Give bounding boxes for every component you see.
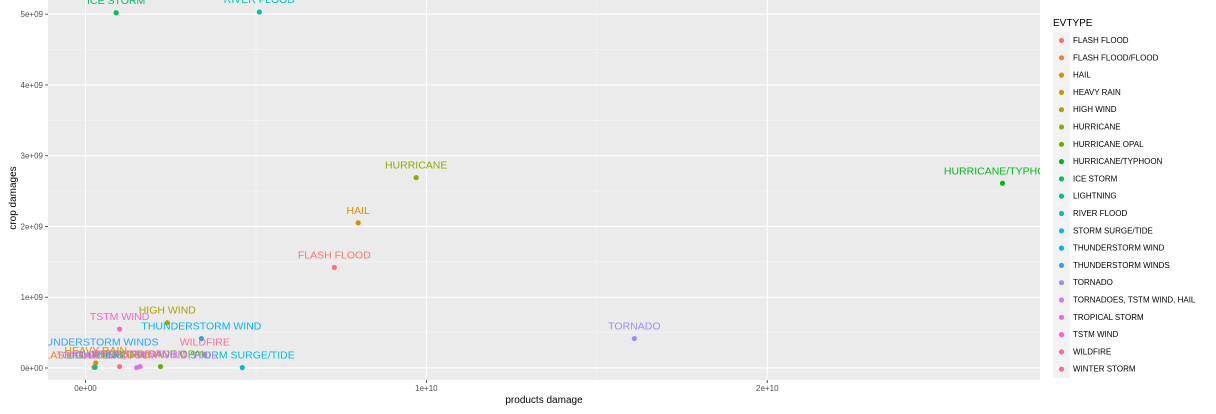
data-point [92, 351, 98, 358]
legend-marker [1058, 176, 1065, 182]
x-axis-title: products damage [505, 395, 583, 406]
legend-label: STORM SURGE/TIDE [1073, 226, 1153, 235]
data-point [256, 9, 262, 15]
y-tick-label: 1e+09 [21, 293, 44, 302]
legend-label: HAIL [1073, 71, 1091, 80]
data-point [355, 220, 361, 226]
data-point [93, 360, 99, 366]
point-labels: ICE STORM RIVER FLOOD HURRICANE HAIL FLASH F… [32, 0, 1061, 362]
legend-label: HURRICANE/TYPHOON [1073, 157, 1163, 166]
legend-label: RIVER FLOOD [1073, 209, 1127, 218]
legend-label: THUNDERSTORM WIND [1073, 244, 1165, 253]
x-tick-label: 2e+10 [756, 384, 779, 393]
legend-label: HIGH WIND [1073, 105, 1117, 114]
data-point [631, 336, 637, 342]
legend: EVTYPE FLASH FLOOD FLASH FLOOD/FLOOD HAIL H… [1053, 18, 1196, 378]
y-tick-label: 0e+00 [21, 364, 44, 373]
data-point [239, 365, 245, 371]
legend-label: HURRICANE OPAL [1073, 140, 1144, 149]
legend-marker [1058, 262, 1065, 268]
point-label: TORNADOES, TSTM WIND, HAIL [56, 350, 217, 362]
point-label: THUNDERSTORM WIND [141, 321, 261, 333]
point-label: THUNDERSTORM WINDS [32, 337, 159, 349]
legend-marker [1058, 72, 1065, 78]
point-label: RIVER FLOOD [224, 0, 296, 6]
point-label: HIGH WIND [139, 305, 197, 317]
legend-label: HEAVY RAIN [1073, 88, 1121, 97]
legend-label: THUNDERSTORM WINDS [1073, 261, 1170, 270]
legend-label: WILDFIRE [1073, 347, 1111, 356]
legend-marker [1058, 297, 1065, 303]
y-tick-label: 3e+09 [21, 152, 44, 161]
legend-label: TORNADO [1073, 278, 1113, 287]
legend-marker [1058, 159, 1065, 165]
legend-label: LIGHTNING [1073, 192, 1117, 201]
data-points [91, 9, 1006, 371]
data-point [116, 363, 123, 370]
point-label: WILDFIRE [180, 337, 230, 349]
legend-marker [1058, 37, 1065, 44]
legend-label: FLASH FLOOD/FLOOD [1073, 53, 1159, 62]
y-tick-label: 4e+09 [21, 81, 44, 90]
data-point [92, 364, 98, 370]
legend-marker [1058, 314, 1065, 320]
legend-label: TROPICAL STORM [1073, 313, 1144, 322]
data-point [116, 326, 123, 332]
legend-label: HURRICANE [1073, 123, 1121, 132]
point-label: TORNADO [608, 321, 660, 333]
point-label: HAIL [347, 205, 371, 217]
data-point [134, 365, 140, 371]
data-point [202, 351, 208, 358]
legend-marker [1058, 332, 1065, 338]
legend-marker [1058, 124, 1065, 130]
data-point [331, 264, 337, 271]
data-point [157, 363, 164, 370]
legend-marker [1058, 349, 1065, 355]
point-label: TSTM WIND [90, 311, 150, 323]
legend-marker [1058, 107, 1065, 113]
x-tick-label: 0e+00 [74, 384, 97, 393]
point-label: HEAVY RAIN [64, 345, 127, 357]
legend-marker [1058, 89, 1065, 95]
point-label: WINTER STORM [79, 349, 161, 361]
legend-marker [1058, 366, 1065, 372]
legend-label: FLASH FLOOD [1073, 36, 1129, 45]
legend-label: TORNADOES, TSTM WIND, HAIL [1073, 296, 1196, 305]
y-tick-label: 2e+09 [21, 222, 44, 231]
legend-marker [1058, 245, 1065, 251]
data-point [113, 10, 119, 16]
x-tick-label: 1e+10 [415, 384, 438, 393]
point-label: HURRICANE [385, 160, 447, 172]
data-point [164, 320, 170, 326]
point-label: FLASH FLOOD [298, 249, 371, 261]
legend-marker [1058, 280, 1065, 286]
major-gridlines [48, 0, 1040, 380]
legend-label: WINTER STORM [1073, 365, 1136, 374]
point-label: ICE STORM [87, 0, 145, 7]
legend-label: TSTM WIND [1073, 330, 1119, 339]
minor-gridlines [48, 0, 1040, 380]
data-point [999, 180, 1006, 186]
point-label: HURRICANE/TYPHOON [944, 165, 1061, 177]
point-label: HURRICANE OPAL [114, 349, 207, 361]
legend-marker [1058, 210, 1065, 217]
y-axis-ticks: 0e+00 1e+09 2e+09 3e+09 4e+09 5e+09 [21, 10, 48, 373]
plot-panel [48, 0, 1040, 380]
legend-marker [1058, 55, 1065, 61]
legend-marker [1058, 228, 1065, 234]
data-point [413, 175, 419, 181]
legend-title: EVTYPE [1053, 18, 1093, 29]
x-axis-ticks: 0e+00 1e+10 2e+10 [74, 380, 779, 393]
legend-label: ICE STORM [1073, 174, 1118, 183]
y-tick-label: 5e+09 [21, 10, 44, 19]
data-point [198, 336, 205, 342]
point-label: TROPICAL STORM [94, 349, 187, 361]
point-label: FLASH FLOOD/FLOOD [38, 349, 150, 361]
point-label: STORM SURGE/TIDE [190, 350, 295, 362]
point-label: LIGHTNING [66, 349, 123, 361]
legend-marker [1058, 141, 1065, 147]
legend-marker [1058, 193, 1065, 199]
y-axis-title: crop damages [8, 166, 19, 229]
